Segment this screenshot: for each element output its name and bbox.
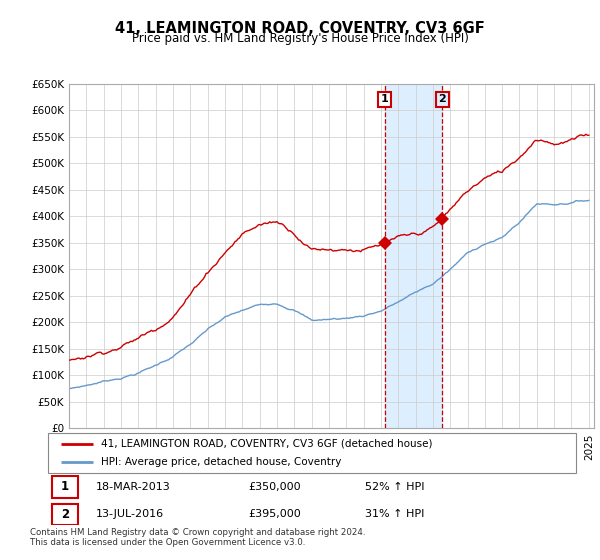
Text: 52% ↑ HPI: 52% ↑ HPI	[365, 482, 424, 492]
Text: 1: 1	[380, 95, 388, 105]
Bar	[385, 84, 442, 428]
Text: 1: 1	[61, 480, 69, 493]
Text: 13-JUL-2016: 13-JUL-2016	[95, 509, 164, 519]
Bar	[52, 477, 77, 497]
Text: Contains HM Land Registry data © Crown copyright and database right 2024.
This d: Contains HM Land Registry data © Crown c…	[30, 528, 365, 547]
Bar	[52, 503, 77, 525]
Text: 18-MAR-2013: 18-MAR-2013	[95, 482, 170, 492]
Text: 2: 2	[61, 508, 69, 521]
Text: £350,000: £350,000	[248, 482, 301, 492]
Text: 2: 2	[439, 95, 446, 105]
Text: Price paid vs. HM Land Registry's House Price Index (HPI): Price paid vs. HM Land Registry's House …	[131, 32, 469, 45]
Text: 41, LEAMINGTON ROAD, COVENTRY, CV3 6GF (detached house): 41, LEAMINGTON ROAD, COVENTRY, CV3 6GF (…	[101, 439, 432, 449]
Text: 41, LEAMINGTON ROAD, COVENTRY, CV3 6GF: 41, LEAMINGTON ROAD, COVENTRY, CV3 6GF	[115, 21, 485, 36]
Text: £395,000: £395,000	[248, 509, 301, 519]
Text: 31% ↑ HPI: 31% ↑ HPI	[365, 509, 424, 519]
Text: HPI: Average price, detached house, Coventry: HPI: Average price, detached house, Cove…	[101, 458, 341, 467]
